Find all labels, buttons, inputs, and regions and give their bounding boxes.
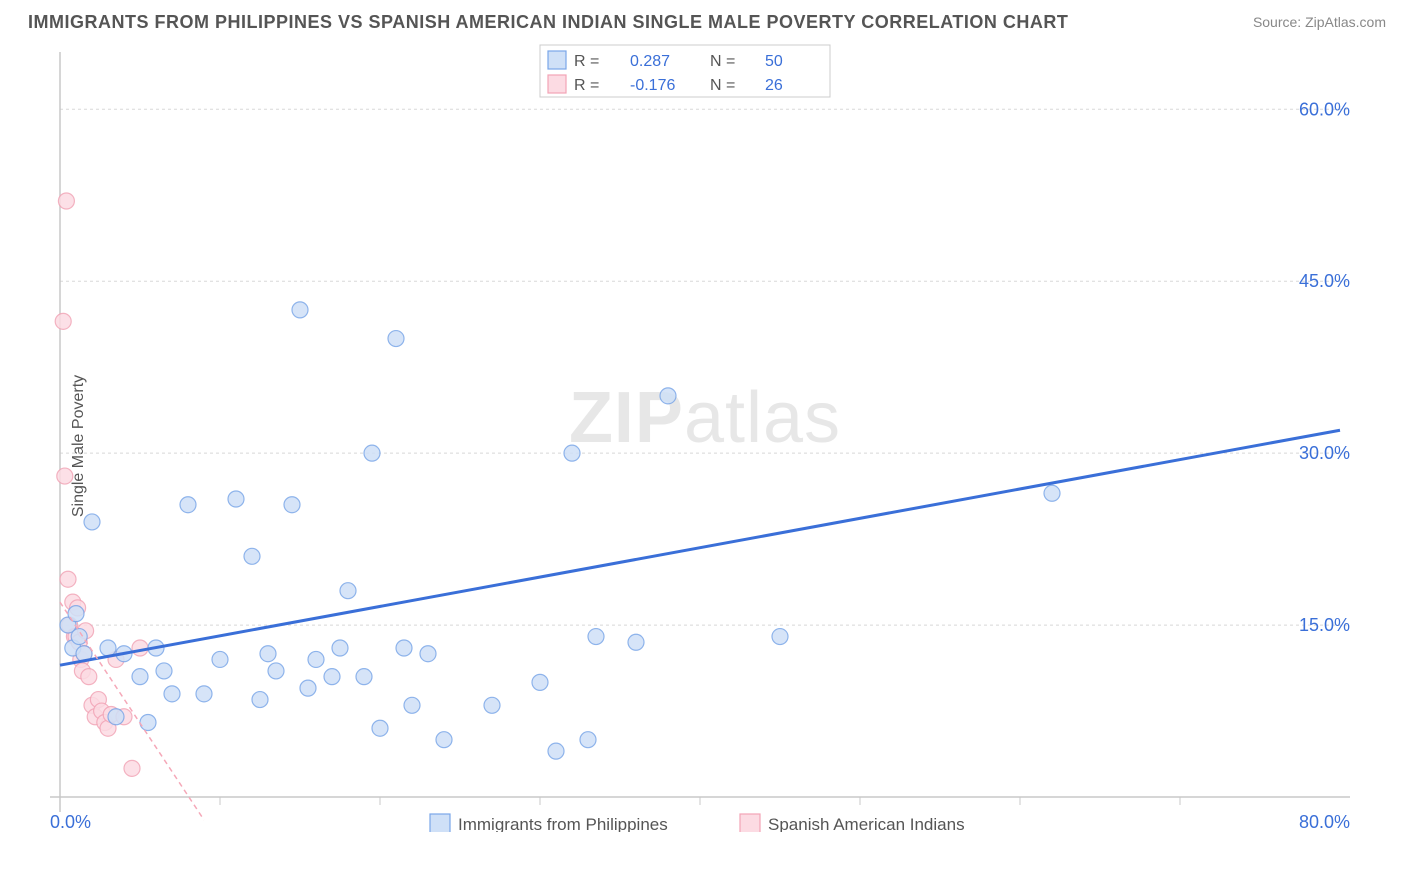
legend-blue-label: Immigrants from Philippines [458,815,668,832]
scatter-plot: 15.0% 30.0% 45.0% 60.0% ZIPatlas 0.0% 80.0%… [50,42,1360,832]
data-point [81,669,97,685]
n-value-pink: 26 [765,77,783,94]
data-point [244,548,260,564]
y-tick-label: 45.0% [1299,271,1350,291]
data-point [324,669,340,685]
data-point [580,732,596,748]
data-point [356,669,372,685]
r-value-blue: 0.287 [630,53,670,70]
data-point [260,646,276,662]
data-point [108,709,124,725]
legend-pink-label: Spanish American Indians [768,815,965,832]
series-legend: Immigrants from Philippines Spanish Amer… [430,814,965,832]
data-point [364,445,380,461]
source-attribution: Source: ZipAtlas.com [1253,14,1386,30]
data-point [1044,485,1060,501]
data-point [532,674,548,690]
correlation-legend: R = 0.287 N = 50 R = -0.176 N = 26 [540,45,830,97]
data-point [388,331,404,347]
data-point [628,634,644,650]
n-label: N = [710,77,735,94]
data-point [396,640,412,656]
watermark: ZIPatlas [569,378,841,458]
x-axis-start-label: 0.0% [50,812,91,832]
r-label: R = [574,53,599,70]
r-label: R = [574,77,599,94]
data-point [268,663,284,679]
data-point [548,743,564,759]
data-point [252,692,268,708]
data-point [228,491,244,507]
n-label: N = [710,53,735,70]
data-point [196,686,212,702]
data-point [292,302,308,318]
data-point [140,715,156,731]
data-point [372,720,388,736]
n-value-blue: 50 [765,53,783,70]
data-point [58,193,74,209]
data-point [308,651,324,667]
data-point [124,760,140,776]
data-point [436,732,452,748]
chart-title: IMMIGRANTS FROM PHILIPPINES VS SPANISH A… [28,12,1068,33]
data-point [340,583,356,599]
data-point [404,697,420,713]
data-point [84,514,100,530]
data-point [588,629,604,645]
data-point [100,640,116,656]
data-point [484,697,500,713]
data-point [156,663,172,679]
data-point [132,669,148,685]
y-tick-label: 15.0% [1299,615,1350,635]
data-point [212,651,228,667]
data-point [660,388,676,404]
data-point [60,571,76,587]
data-point [772,629,788,645]
data-point [300,680,316,696]
data-point [284,497,300,513]
data-point [71,629,87,645]
data-point [180,497,196,513]
y-tick-label: 30.0% [1299,443,1350,463]
data-point [564,445,580,461]
data-point [55,313,71,329]
data-point [332,640,348,656]
data-point [57,468,73,484]
r-value-pink: -0.176 [630,77,675,94]
data-point [164,686,180,702]
trendline-pink [60,602,204,820]
x-axis-end-label: 80.0% [1299,812,1350,832]
plot-svg: 15.0% 30.0% 45.0% 60.0% ZIPatlas 0.0% 80.0%… [50,42,1360,832]
y-tick-label: 60.0% [1299,99,1350,119]
data-point [420,646,436,662]
